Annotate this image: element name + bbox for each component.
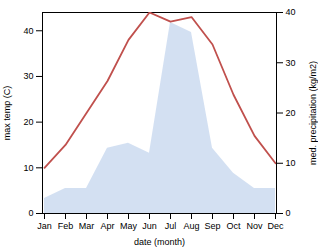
svg-text:20: 20 — [286, 108, 296, 118]
svg-text:Feb: Feb — [58, 221, 74, 231]
svg-text:10: 10 — [23, 163, 33, 173]
svg-text:0: 0 — [28, 208, 33, 218]
svg-text:30: 30 — [23, 71, 33, 81]
svg-text:Jul: Jul — [165, 221, 177, 231]
svg-text:Oct: Oct — [226, 221, 241, 231]
svg-text:May: May — [120, 221, 138, 231]
svg-text:date (month): date (month) — [134, 237, 185, 247]
svg-text:10: 10 — [286, 158, 296, 168]
svg-text:Apr: Apr — [100, 221, 114, 231]
svg-text:Nov: Nov — [246, 221, 263, 231]
svg-text:Dec: Dec — [267, 221, 284, 231]
svg-text:Jun: Jun — [142, 221, 157, 231]
svg-text:max temp (C): max temp (C) — [2, 86, 12, 141]
svg-text:30: 30 — [286, 58, 296, 68]
svg-text:Jan: Jan — [37, 221, 52, 231]
svg-text:med. precipitation (kg/m2): med. precipitation (kg/m2) — [308, 61, 318, 165]
svg-text:0: 0 — [286, 208, 291, 218]
svg-text:40: 40 — [286, 7, 296, 17]
svg-text:Aug: Aug — [183, 221, 199, 231]
svg-text:40: 40 — [23, 26, 33, 36]
svg-text:20: 20 — [23, 117, 33, 127]
svg-text:Mar: Mar — [79, 221, 95, 231]
svg-text:Sep: Sep — [204, 221, 220, 231]
